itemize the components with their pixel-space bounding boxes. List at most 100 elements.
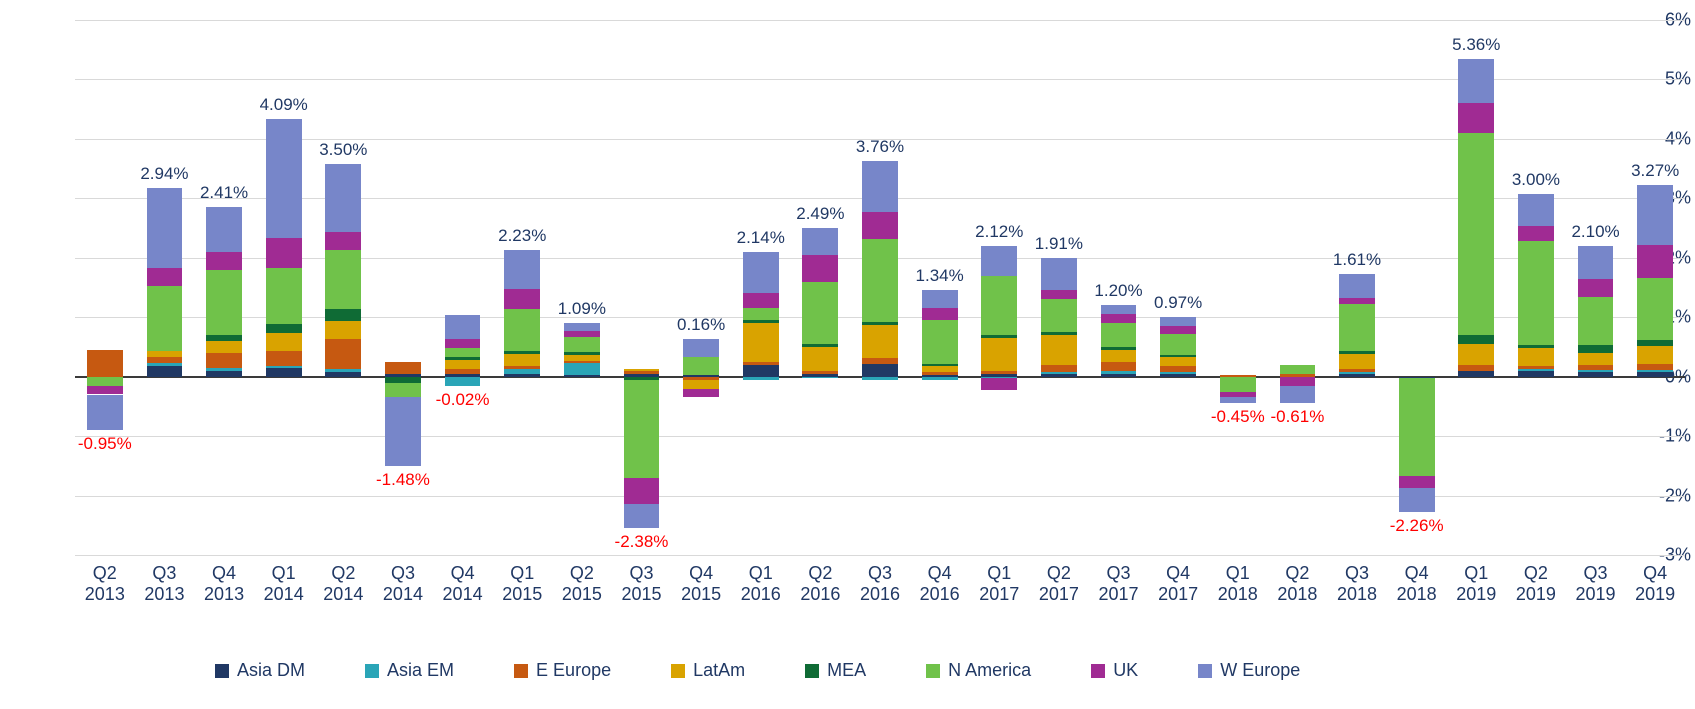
bar-segment-mea [1101, 347, 1137, 350]
legend-item-uk: UK [1091, 660, 1138, 681]
x-tick-label: Q12014 [254, 563, 314, 605]
bar-segment-asia-dm [1518, 371, 1554, 377]
bar-column [1339, 20, 1375, 555]
bar-segment-w-europe [147, 188, 183, 268]
x-tick-label: Q22013 [75, 563, 135, 605]
bar-segment-asia-em [1101, 371, 1137, 374]
bar-segment-e-europe [385, 362, 421, 374]
bar-column [1041, 20, 1077, 555]
x-tick-label: Q32015 [612, 563, 672, 605]
bar-segment-asia-dm [206, 371, 242, 377]
bar-total-label: -0.02% [423, 390, 503, 410]
bar-segment-n-america [147, 286, 183, 351]
bar-column [624, 20, 660, 555]
bar-segment-asia-em [1160, 372, 1196, 374]
bar-segment-asia-em [802, 377, 838, 379]
bar-total-label: 3.27% [1615, 161, 1695, 181]
bar-segment-asia-em [1339, 372, 1375, 374]
bar-segment-n-america [1637, 278, 1673, 340]
bar-column [683, 20, 719, 555]
x-tick-label: Q42015 [671, 563, 731, 605]
bar-segment-asia-em [445, 377, 481, 386]
bar-total-label: 2.41% [184, 183, 264, 203]
bar-column [862, 20, 898, 555]
bar-total-label: 2.23% [482, 226, 562, 246]
bar-total-label: 2.10% [1556, 222, 1636, 242]
legend-item-mea: MEA [805, 660, 866, 681]
bar-total-label: -0.95% [65, 434, 145, 454]
bar-segment-uk [1280, 377, 1316, 386]
bar-segment-w-europe [862, 161, 898, 212]
bar-segment-e-europe [564, 361, 600, 363]
bar-segment-n-america [206, 270, 242, 335]
bar-segment-n-america [445, 348, 481, 357]
bar-segment-e-europe [862, 358, 898, 364]
bar-segment-asia-dm [325, 372, 361, 377]
legend-item-n-america: N America [926, 660, 1031, 681]
bar-segment-latam [862, 325, 898, 358]
bar-segment-mea [1458, 335, 1494, 344]
bar-segment-latam [922, 366, 958, 372]
bar-segment-uk [564, 331, 600, 337]
bar-segment-w-europe [325, 164, 361, 232]
x-tick-label: Q12019 [1446, 563, 1506, 605]
bar-column [147, 20, 183, 555]
legend-swatch [671, 664, 685, 678]
bar-segment-latam [1637, 346, 1673, 364]
bar-total-label: 1.91% [1019, 234, 1099, 254]
bar-segment-uk [445, 339, 481, 348]
bar-total-label: 5.36% [1436, 35, 1516, 55]
legend-label: N America [948, 660, 1031, 681]
bar-segment-w-europe [1101, 305, 1137, 314]
bar-segment-uk [1637, 245, 1673, 278]
bar-segment-latam [1578, 353, 1614, 365]
bar-total-label: -2.38% [601, 532, 681, 552]
bar-segment-w-europe [1578, 246, 1614, 279]
bar-segment-n-america [802, 282, 838, 344]
bar-segment-uk [504, 289, 540, 310]
x-tick-label: Q12017 [969, 563, 1029, 605]
bar-segment-asia-em [325, 369, 361, 372]
bar-segment-latam [683, 380, 719, 389]
bar-segment-uk [87, 386, 123, 395]
bar-segment-n-america [325, 250, 361, 309]
bar-segment-e-europe [445, 369, 481, 374]
bar-segment-e-europe [1518, 366, 1554, 369]
bar-segment-n-america [266, 268, 302, 324]
bar-segment-n-america [1041, 299, 1077, 332]
bar-column [504, 20, 540, 555]
bar-segment-mea [325, 309, 361, 321]
bar-segment-asia-dm [1101, 374, 1137, 377]
bar-segment-w-europe [922, 290, 958, 308]
bar-column [325, 20, 361, 555]
bar-segment-latam [147, 351, 183, 357]
bar-segment-n-america [1339, 304, 1375, 352]
bar-segment-w-europe [1518, 194, 1554, 227]
bar-segment-e-europe [206, 353, 242, 368]
legend-label: LatAm [693, 660, 745, 681]
bar-segment-asia-em [504, 369, 540, 374]
legend-swatch [1091, 664, 1105, 678]
bar-segment-e-europe [1041, 365, 1077, 372]
x-tick-label: Q12016 [731, 563, 791, 605]
bar-segment-latam [624, 369, 660, 371]
bar-segment-latam [1518, 348, 1554, 366]
legend-swatch [215, 664, 229, 678]
bar-segment-latam [504, 354, 540, 366]
bar-segment-asia-dm [504, 374, 540, 377]
legend-label: W Europe [1220, 660, 1300, 681]
bar-segment-w-europe [445, 315, 481, 339]
bar-column [1280, 20, 1316, 555]
bar-segment-asia-dm [147, 366, 183, 377]
bar-segment-uk [922, 308, 958, 320]
bar-segment-e-europe [802, 371, 838, 374]
bar-segment-uk [1339, 298, 1375, 304]
bar-segment-asia-em [206, 368, 242, 371]
bar-segment-asia-em [862, 377, 898, 380]
bar-segment-uk [147, 268, 183, 286]
bar-segment-asia-dm [743, 365, 779, 377]
bar-segment-n-america [1160, 334, 1196, 355]
bar-segment-asia-dm [862, 364, 898, 377]
bar-segment-mea [862, 322, 898, 325]
x-tick-label: Q22014 [314, 563, 374, 605]
